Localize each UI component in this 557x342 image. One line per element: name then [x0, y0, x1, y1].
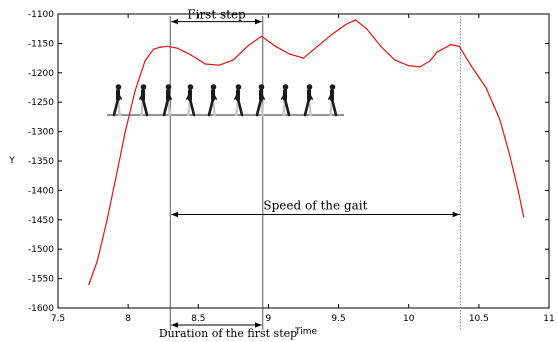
series-point	[394, 59, 396, 61]
series-point	[499, 119, 501, 121]
series-point	[523, 216, 525, 218]
series-line	[88, 19, 525, 285]
series-point	[144, 60, 146, 62]
y-tick-label: -1250	[28, 98, 54, 108]
series-point	[106, 219, 108, 221]
y-tick-label: -1400	[28, 186, 54, 196]
walker-figure	[139, 84, 149, 117]
x-tick-label: 8.5	[191, 314, 205, 324]
x-tick-label: 10.5	[469, 314, 489, 324]
series-point	[274, 45, 277, 47]
series-point	[260, 35, 263, 37]
axes: 7.5 8 8.5 9 9.5 10 10.5 11 -1100 -1150 -1200 -1250 -…	[8, 10, 554, 337]
series-point	[166, 45, 169, 47]
walker-figure	[207, 84, 217, 117]
series-point	[288, 53, 291, 55]
series-point	[204, 63, 206, 65]
y-tick-label: -1450	[28, 216, 54, 226]
series-point	[408, 65, 410, 67]
series-point	[429, 60, 431, 62]
series-point	[517, 189, 519, 191]
series-point	[330, 33, 333, 36]
annotations: First step Speed of the gait Duration of t…	[159, 8, 460, 340]
x-tick-label: 11	[543, 314, 554, 324]
series-point	[366, 28, 368, 30]
vertical-markers	[169, 16, 462, 330]
series-point	[485, 86, 487, 89]
walker-figure	[112, 84, 122, 117]
y-tick-label: -1600	[28, 304, 54, 314]
walker-figure	[234, 84, 244, 117]
series-point	[232, 59, 234, 61]
series-point	[436, 51, 438, 53]
walker-figure	[255, 84, 266, 117]
series-point	[218, 64, 220, 66]
y-tick-label: -1500	[28, 245, 54, 255]
series-point	[176, 47, 178, 49]
walker-figure	[162, 84, 172, 117]
y-axis-label: Y	[8, 156, 15, 166]
x-tick-label: 9.5	[331, 314, 345, 324]
series-point	[158, 46, 160, 49]
y-tick-label: -1300	[28, 128, 54, 138]
series-point	[246, 45, 248, 47]
x-axis-label: Time	[294, 327, 317, 337]
y-tick-label: -1550	[28, 275, 54, 285]
series-point	[458, 45, 460, 47]
series-point	[509, 154, 511, 156]
series-point	[88, 283, 90, 286]
x-tick-label: 7.5	[51, 314, 65, 324]
annotation-label: Speed of the gait	[263, 199, 367, 213]
series-point	[471, 66, 473, 68]
x-tick-label: 10	[403, 314, 415, 324]
y-tick-label: -1350	[28, 157, 54, 167]
walker-figure	[186, 84, 196, 117]
x-tick-label: 9	[266, 314, 272, 324]
series-point	[116, 172, 118, 174]
series-point	[134, 89, 136, 92]
series-point	[124, 131, 126, 133]
series-point	[302, 57, 305, 59]
series-group	[88, 19, 525, 286]
y-tick-label: -1200	[28, 69, 54, 79]
annotation-label: First step	[187, 8, 246, 22]
walker-figure	[280, 84, 291, 117]
series-point	[419, 66, 421, 68]
annotation-label: Duration of the first step	[159, 327, 297, 340]
y-tick-label: -1150	[28, 39, 54, 49]
series-point	[316, 45, 319, 47]
x-tick-label: 8	[125, 314, 131, 324]
walking-figures-illustration	[107, 84, 344, 117]
walker-figure	[303, 84, 314, 117]
series-point	[354, 19, 357, 21]
series-point	[96, 260, 98, 262]
series-point	[380, 45, 382, 47]
series-point	[152, 48, 154, 50]
y-tick-label: -1100	[28, 10, 54, 20]
series-point	[450, 43, 452, 46]
series-point	[190, 54, 192, 56]
series-point	[344, 23, 347, 26]
walker-figure	[327, 84, 338, 117]
